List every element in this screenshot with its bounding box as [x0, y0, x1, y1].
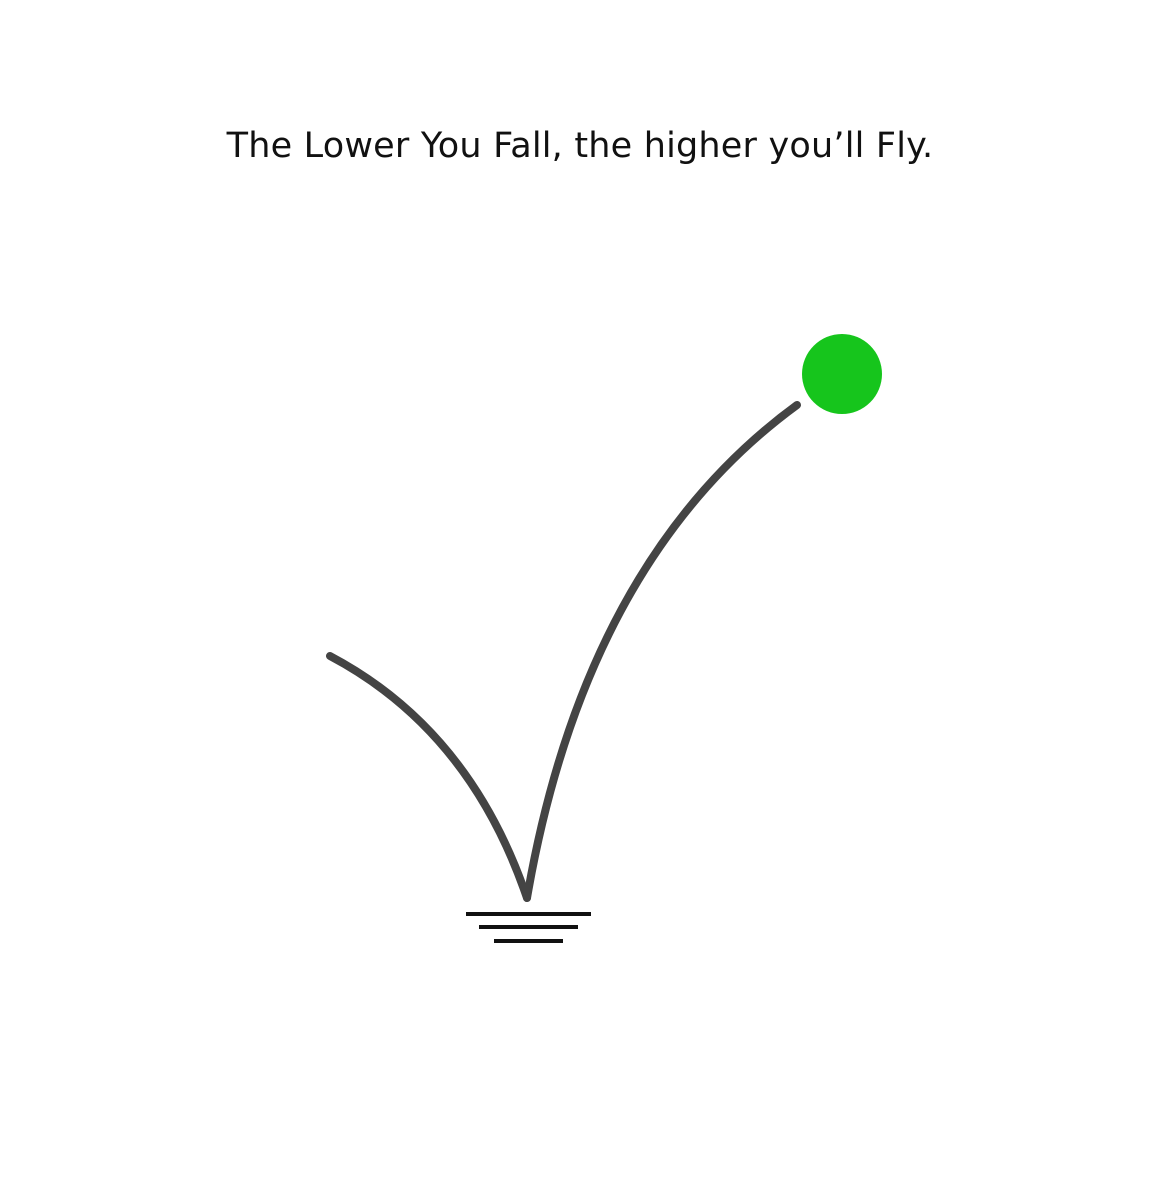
headline-text: The Lower You Fall, the higher you’ll Fl…	[226, 126, 934, 166]
green-ball-icon	[802, 334, 882, 414]
ground-lines-icon	[466, 912, 591, 943]
rise-trajectory-line	[523, 401, 801, 902]
fall-trajectory-line	[326, 652, 531, 902]
